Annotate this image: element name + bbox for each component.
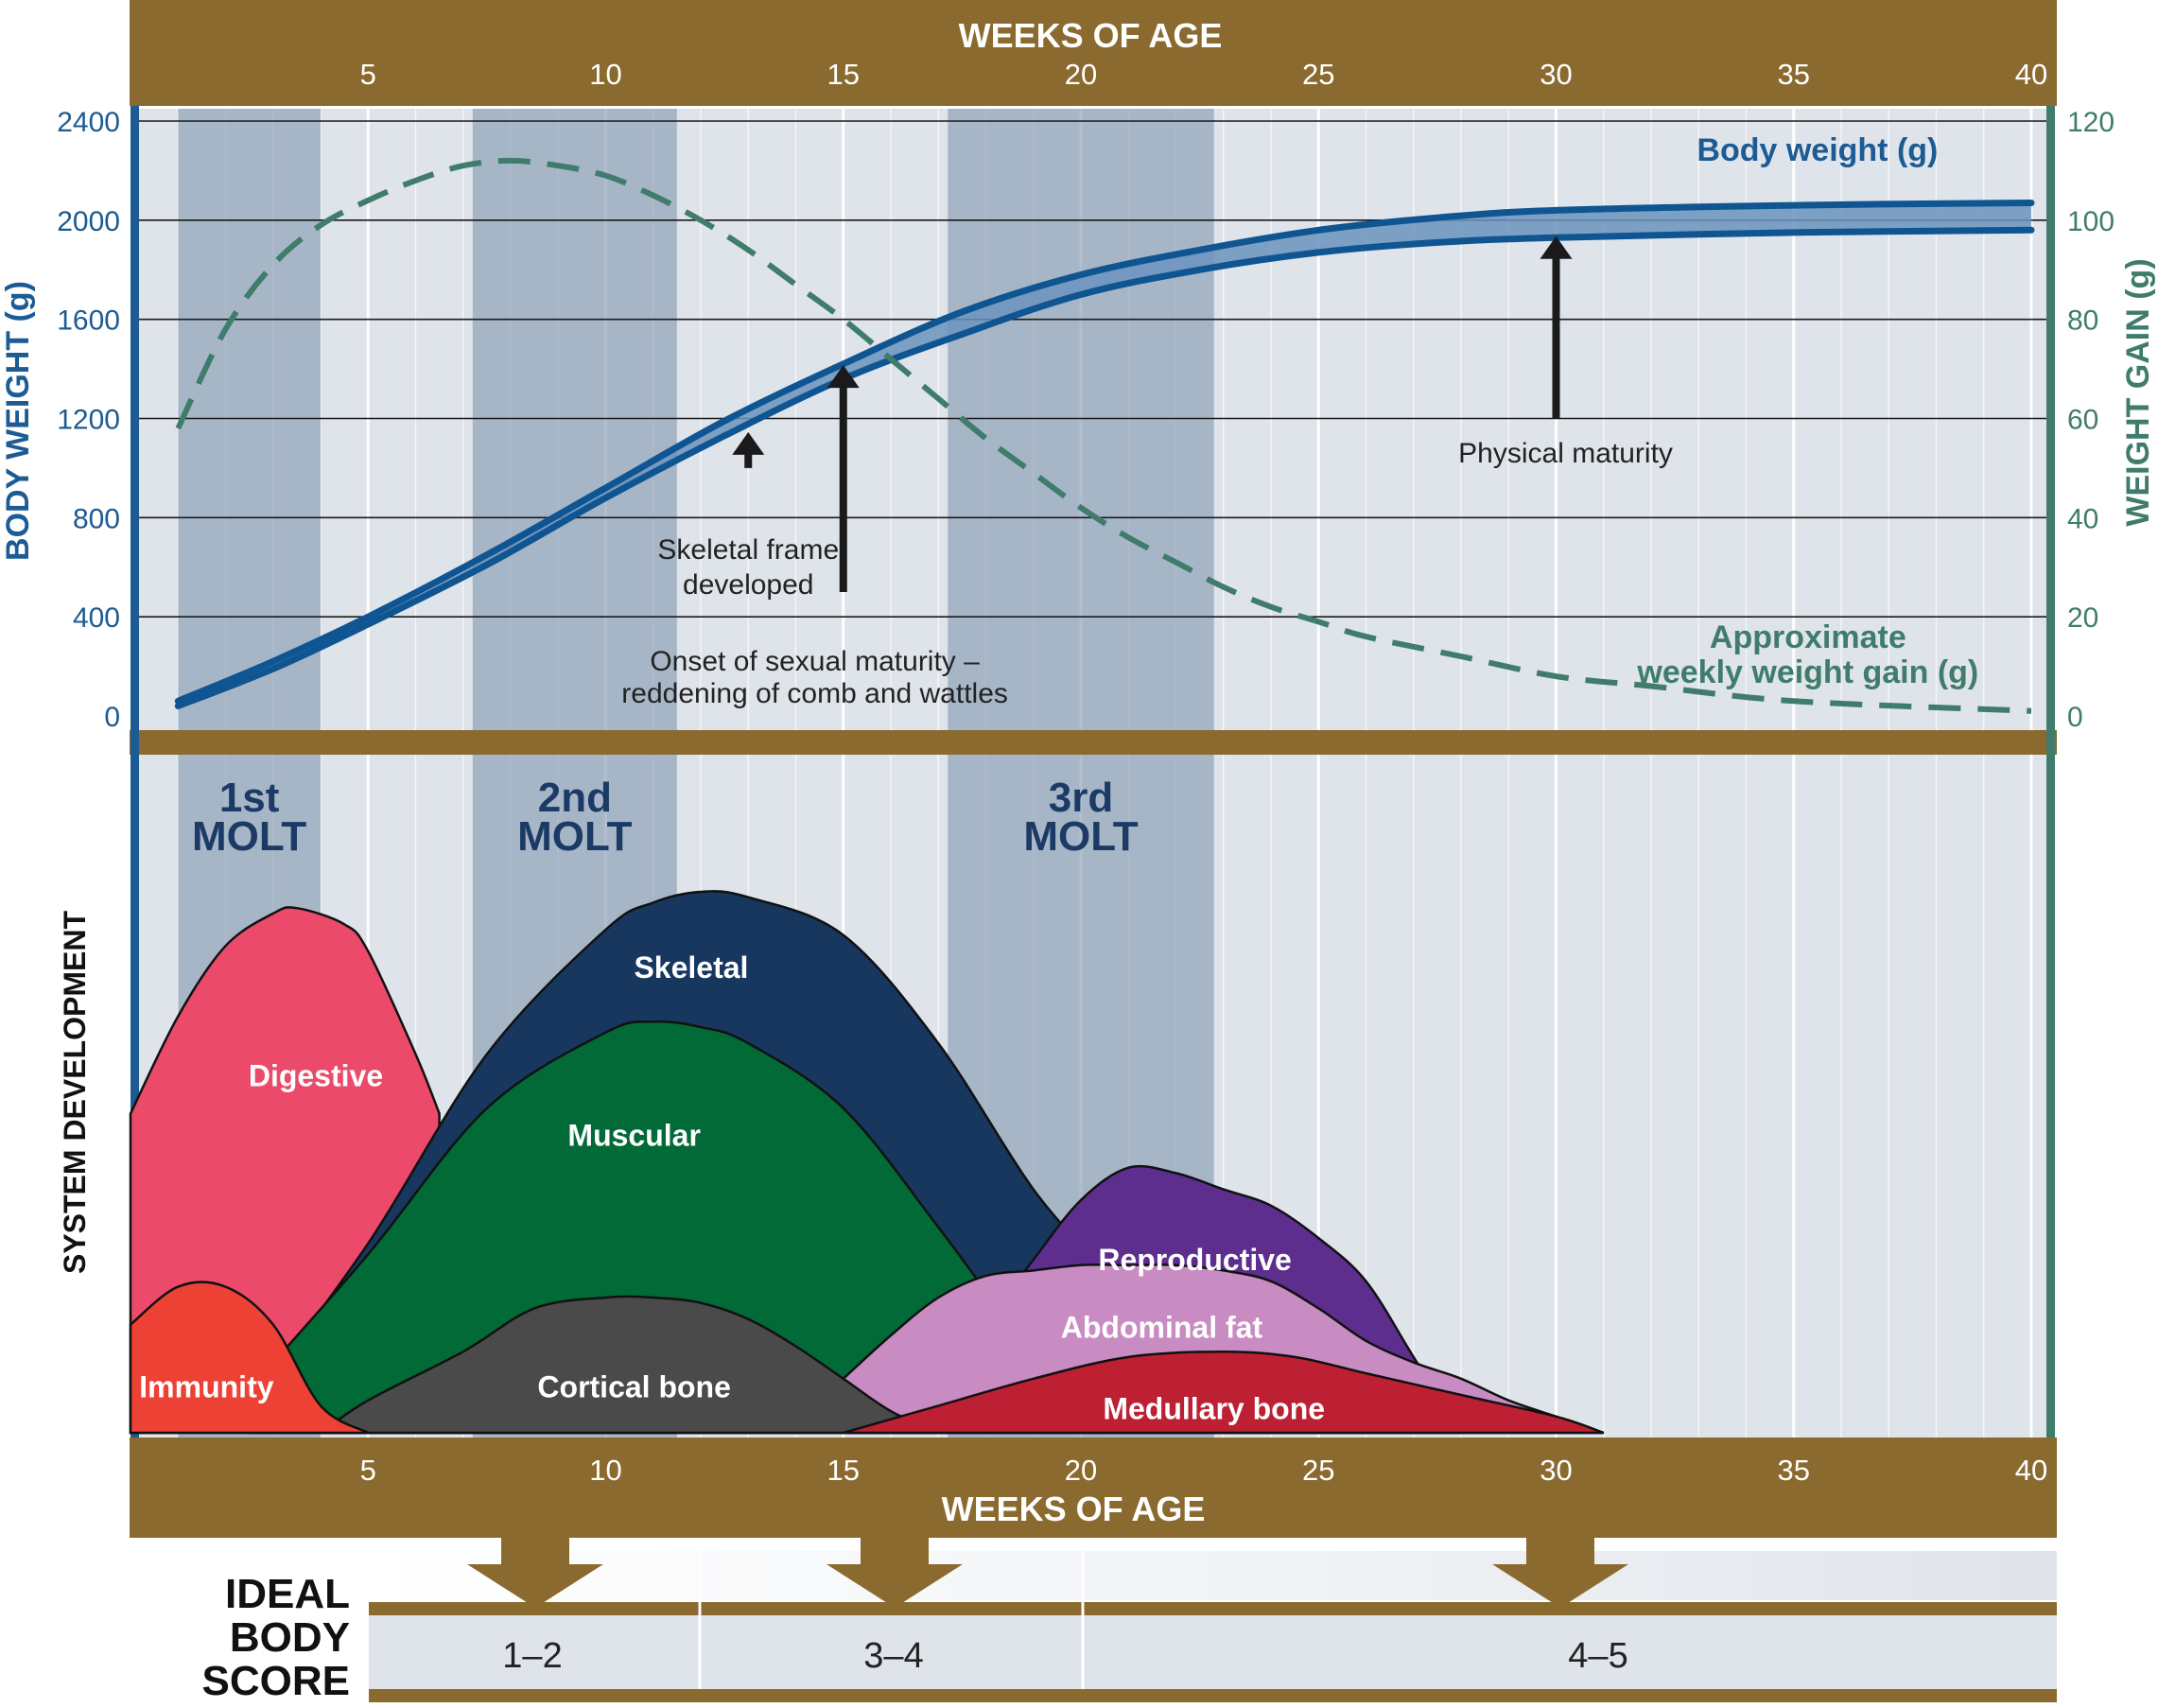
right-y-axis-ticks: 0 20 40 60 80 100 120 [2067, 107, 2114, 733]
right-y-axis-title: WEIGHT GAIN (g) [2120, 258, 2156, 526]
molt-label-word: MOLT [1023, 813, 1138, 860]
physical-maturity-arrow-head [1540, 235, 1573, 259]
score-range-label: 1–2 [502, 1636, 562, 1676]
body-weight-upper-line [174, 200, 2035, 705]
system-label: Medullary bone [1103, 1391, 1325, 1425]
bottom-x-tick-label: 40 [2015, 1454, 2047, 1487]
score-arrow [467, 1538, 603, 1608]
system-development-title: SYSTEM DEVELOPMENT [58, 911, 92, 1275]
system-label: Cortical bone [537, 1369, 730, 1403]
score-title-line: IDEAL [225, 1571, 350, 1617]
system-development-labels: Digestive Skeletal Muscular Reproductive Abd… [139, 950, 1325, 1425]
top-x-tick-label: 20 [1065, 58, 1097, 91]
right-y-tick-label: 40 [2067, 503, 2098, 534]
bottom-x-axis-title: WEEKS OF AGE [942, 1490, 1206, 1528]
score-fade-strip [369, 1551, 2057, 1600]
left-y-tick-label: 800 [73, 503, 120, 534]
top-x-tick-label: 5 [360, 58, 376, 91]
top-x-tick-label: 25 [1302, 58, 1334, 91]
sexual-maturity-note-line1: Onset of sexual maturity – [650, 646, 980, 677]
bottom-x-tick-label: 5 [360, 1454, 376, 1487]
system-development-areas [129, 890, 1605, 1435]
top-x-tick-label: 10 [589, 58, 621, 91]
system-area-cortical-bone [316, 1295, 939, 1435]
series-layer [174, 157, 2035, 714]
bottom-x-tick-label: 30 [1540, 1454, 1572, 1487]
right-y-tick-label: 120 [2067, 107, 2114, 138]
skeletal-frame-note-line2: developed [683, 569, 813, 601]
system-label: Abdominal fat [1061, 1310, 1263, 1344]
skeletal-frame-arrow-head [732, 431, 765, 455]
score-title-line: BODY [230, 1614, 350, 1661]
score-title-line: SCORE [202, 1658, 350, 1704]
right-y-tick-label: 0 [2067, 702, 2083, 733]
score-arrow [1492, 1538, 1628, 1608]
right-y-tick-label: 60 [2067, 405, 2098, 436]
molt-label-word: MOLT [517, 813, 632, 860]
bottom-week-axis-band [130, 1438, 2057, 1538]
left-y-tick-label: 1200 [57, 405, 120, 436]
system-area-muscular [248, 1020, 1011, 1435]
left-axis-bar [131, 106, 139, 1438]
molt-label-word: MOLT [192, 813, 306, 860]
system-label: Reproductive [1098, 1243, 1291, 1277]
system-label: Digestive [249, 1058, 383, 1092]
system-area-medullary-bone [843, 1350, 1605, 1435]
top-x-tick-label: 15 [827, 58, 860, 91]
bottom-x-tick-label: 10 [589, 1454, 621, 1487]
bottom-x-tick-label: 35 [1778, 1454, 1810, 1487]
molt-label-number: 3rd [1049, 775, 1113, 821]
left-y-tick-label: 400 [73, 602, 120, 634]
left-y-axis-title: BODY WEIGHT (g) [0, 281, 36, 561]
top-x-tick-label: 40 [2015, 58, 2047, 91]
body-weight-lower-line [174, 226, 2035, 709]
score-bottom-bar [369, 1689, 2057, 1702]
sexual-maturity-arrow-head [827, 365, 860, 389]
top-x-axis-title: WEEKS OF AGE [959, 16, 1223, 55]
left-y-tick-label: 2400 [57, 107, 120, 138]
top-x-tick-label: 30 [1540, 58, 1572, 91]
score-row-background [369, 1613, 2057, 1691]
bottom-x-tick-label: 15 [827, 1454, 860, 1487]
physical-maturity-note: Physical maturity [1458, 438, 1673, 469]
score-range-label: 4–5 [1568, 1636, 1627, 1676]
weekly-weight-gain-line [175, 157, 2032, 714]
bottom-x-axis-ticks: 5 10 15 20 25 30 35 40 [360, 1454, 2048, 1487]
left-y-axis-ticks: 0 400 800 1200 1600 2000 2400 [57, 107, 120, 733]
score-range-label: 3–4 [863, 1636, 923, 1676]
system-label: Immunity [139, 1369, 273, 1403]
right-y-tick-label: 20 [2067, 602, 2098, 634]
score-arrow [827, 1538, 963, 1608]
skeletal-frame-note-line1: Skeletal frame [657, 534, 839, 566]
weight-gain-legend-line1: Approximate [1710, 619, 1906, 655]
left-y-tick-label: 2000 [57, 206, 120, 237]
molt-label-number: 2nd [538, 775, 612, 821]
sexual-maturity-note-line2: reddening of comb and wattles [621, 678, 1008, 709]
system-area-immunity [129, 1281, 374, 1435]
weight-gain-legend-line2: weekly weight gain (g) [1636, 654, 1978, 690]
right-axis-bar [2046, 106, 2055, 1438]
top-x-tick-label: 35 [1778, 58, 1810, 91]
bottom-x-tick-label: 25 [1302, 1454, 1334, 1487]
right-y-tick-label: 100 [2067, 206, 2114, 237]
left-y-tick-label: 1600 [57, 305, 120, 337]
left-y-tick-label: 0 [104, 702, 120, 733]
middle-divider-band [130, 730, 2057, 755]
top-week-axis-band [130, 0, 2057, 106]
molt-label-number: 1st [219, 775, 280, 821]
bottom-x-tick-label: 20 [1065, 1454, 1097, 1487]
body-weight-series-label: Body weight (g) [1697, 132, 1938, 168]
score-top-bar [369, 1602, 2057, 1615]
system-label: Muscular [567, 1118, 700, 1152]
top-x-axis-ticks: 5 10 15 20 25 30 35 40 [360, 58, 2048, 91]
right-y-tick-label: 80 [2067, 305, 2098, 337]
system-label: Skeletal [634, 950, 748, 985]
